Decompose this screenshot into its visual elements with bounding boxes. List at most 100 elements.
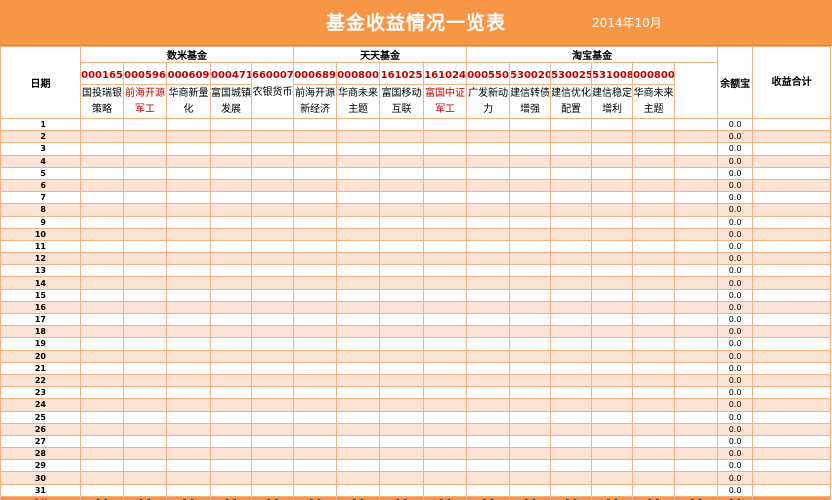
value-cell[interactable] (80, 191, 124, 205)
value-cell[interactable] (379, 483, 425, 497)
value-cell[interactable] (123, 422, 167, 436)
value-cell[interactable] (293, 203, 338, 217)
value-cell[interactable] (80, 178, 124, 193)
value-cell[interactable] (250, 166, 295, 180)
note-cell[interactable] (752, 337, 832, 351)
value-cell[interactable] (293, 325, 338, 339)
row-sum-cell[interactable]: 0.0 (717, 264, 754, 278)
value-cell[interactable] (423, 312, 468, 327)
row-sum-cell[interactable]: 0.0 (717, 361, 754, 375)
total-value-cell[interactable]: 0.0 (80, 495, 124, 500)
value-cell[interactable] (166, 117, 211, 132)
day-cell[interactable]: 7 (0, 191, 81, 205)
value-cell[interactable] (423, 166, 468, 180)
value-cell[interactable] (379, 422, 425, 436)
value-cell[interactable] (632, 154, 676, 168)
value-cell[interactable] (166, 300, 211, 315)
value-cell[interactable] (509, 434, 552, 449)
value-cell[interactable] (423, 264, 468, 278)
value-cell[interactable] (250, 142, 295, 156)
value-cell[interactable] (632, 142, 676, 156)
value-cell[interactable] (123, 215, 167, 229)
total-value-cell[interactable]: 0.0 (250, 495, 295, 500)
value-cell[interactable] (674, 178, 719, 193)
value-cell[interactable] (166, 312, 211, 327)
value-cell[interactable] (509, 130, 552, 144)
value-cell[interactable] (674, 264, 719, 278)
day-cell[interactable]: 1 (0, 117, 81, 132)
value-cell[interactable] (123, 447, 167, 461)
value-cell[interactable] (250, 227, 295, 241)
value-cell[interactable] (423, 154, 468, 168)
value-cell[interactable] (80, 215, 124, 229)
value-cell[interactable] (166, 349, 211, 363)
value-cell[interactable] (591, 325, 634, 339)
value-cell[interactable] (550, 459, 593, 473)
value-cell[interactable] (293, 154, 338, 168)
value-cell[interactable] (550, 349, 593, 363)
value-cell[interactable] (166, 264, 211, 278)
value-cell[interactable] (674, 361, 719, 375)
value-cell[interactable] (379, 300, 425, 315)
value-cell[interactable] (210, 398, 252, 412)
value-cell[interactable] (379, 288, 425, 302)
value-cell[interactable] (379, 252, 425, 266)
day-cell[interactable]: 22 (0, 373, 81, 388)
value-cell[interactable] (166, 410, 211, 424)
value-cell[interactable] (632, 398, 676, 412)
value-cell[interactable] (509, 142, 552, 156)
row-sum-cell[interactable]: 0.0 (717, 142, 754, 156)
value-cell[interactable] (509, 203, 552, 217)
value-cell[interactable] (80, 422, 124, 436)
value-cell[interactable] (293, 288, 338, 302)
note-cell[interactable] (752, 191, 832, 205)
value-cell[interactable] (379, 178, 425, 193)
value-cell[interactable] (293, 349, 338, 363)
value-cell[interactable] (423, 410, 468, 424)
value-cell[interactable] (123, 471, 167, 485)
value-cell[interactable] (379, 325, 425, 339)
value-cell[interactable] (550, 264, 593, 278)
value-cell[interactable] (250, 459, 295, 473)
value-cell[interactable] (250, 178, 295, 193)
row-sum-cell[interactable]: 0.0 (717, 349, 754, 363)
value-cell[interactable] (591, 361, 634, 375)
value-cell[interactable] (250, 288, 295, 302)
note-cell[interactable] (752, 264, 832, 278)
note-cell[interactable] (752, 117, 832, 132)
value-cell[interactable] (591, 373, 634, 388)
value-cell[interactable] (123, 178, 167, 193)
value-cell[interactable] (293, 227, 338, 241)
value-cell[interactable] (423, 483, 468, 497)
value-cell[interactable] (210, 203, 252, 217)
value-cell[interactable] (166, 276, 211, 290)
value-cell[interactable] (509, 117, 552, 132)
day-cell[interactable]: 28 (0, 447, 81, 461)
value-cell[interactable] (379, 154, 425, 168)
value-cell[interactable] (550, 373, 593, 388)
value-cell[interactable] (210, 178, 252, 193)
value-cell[interactable] (293, 483, 338, 497)
value-cell[interactable] (166, 459, 211, 473)
value-cell[interactable] (591, 191, 634, 205)
value-cell[interactable] (210, 142, 252, 156)
day-cell[interactable]: 18 (0, 325, 81, 339)
row-sum-cell[interactable]: 0.0 (717, 422, 754, 436)
value-cell[interactable] (80, 398, 124, 412)
value-cell[interactable] (210, 166, 252, 180)
value-cell[interactable] (632, 459, 676, 473)
value-cell[interactable] (123, 300, 167, 315)
value-cell[interactable] (123, 276, 167, 290)
value-cell[interactable] (550, 227, 593, 241)
value-cell[interactable] (466, 215, 511, 229)
value-cell[interactable] (674, 398, 719, 412)
value-cell[interactable] (210, 361, 252, 375)
value-cell[interactable] (250, 325, 295, 339)
value-cell[interactable] (509, 300, 552, 315)
value-cell[interactable] (632, 386, 676, 400)
value-cell[interactable] (293, 215, 338, 229)
value-cell[interactable] (336, 422, 381, 436)
value-cell[interactable] (509, 264, 552, 278)
value-cell[interactable] (423, 178, 468, 193)
value-cell[interactable] (293, 422, 338, 436)
